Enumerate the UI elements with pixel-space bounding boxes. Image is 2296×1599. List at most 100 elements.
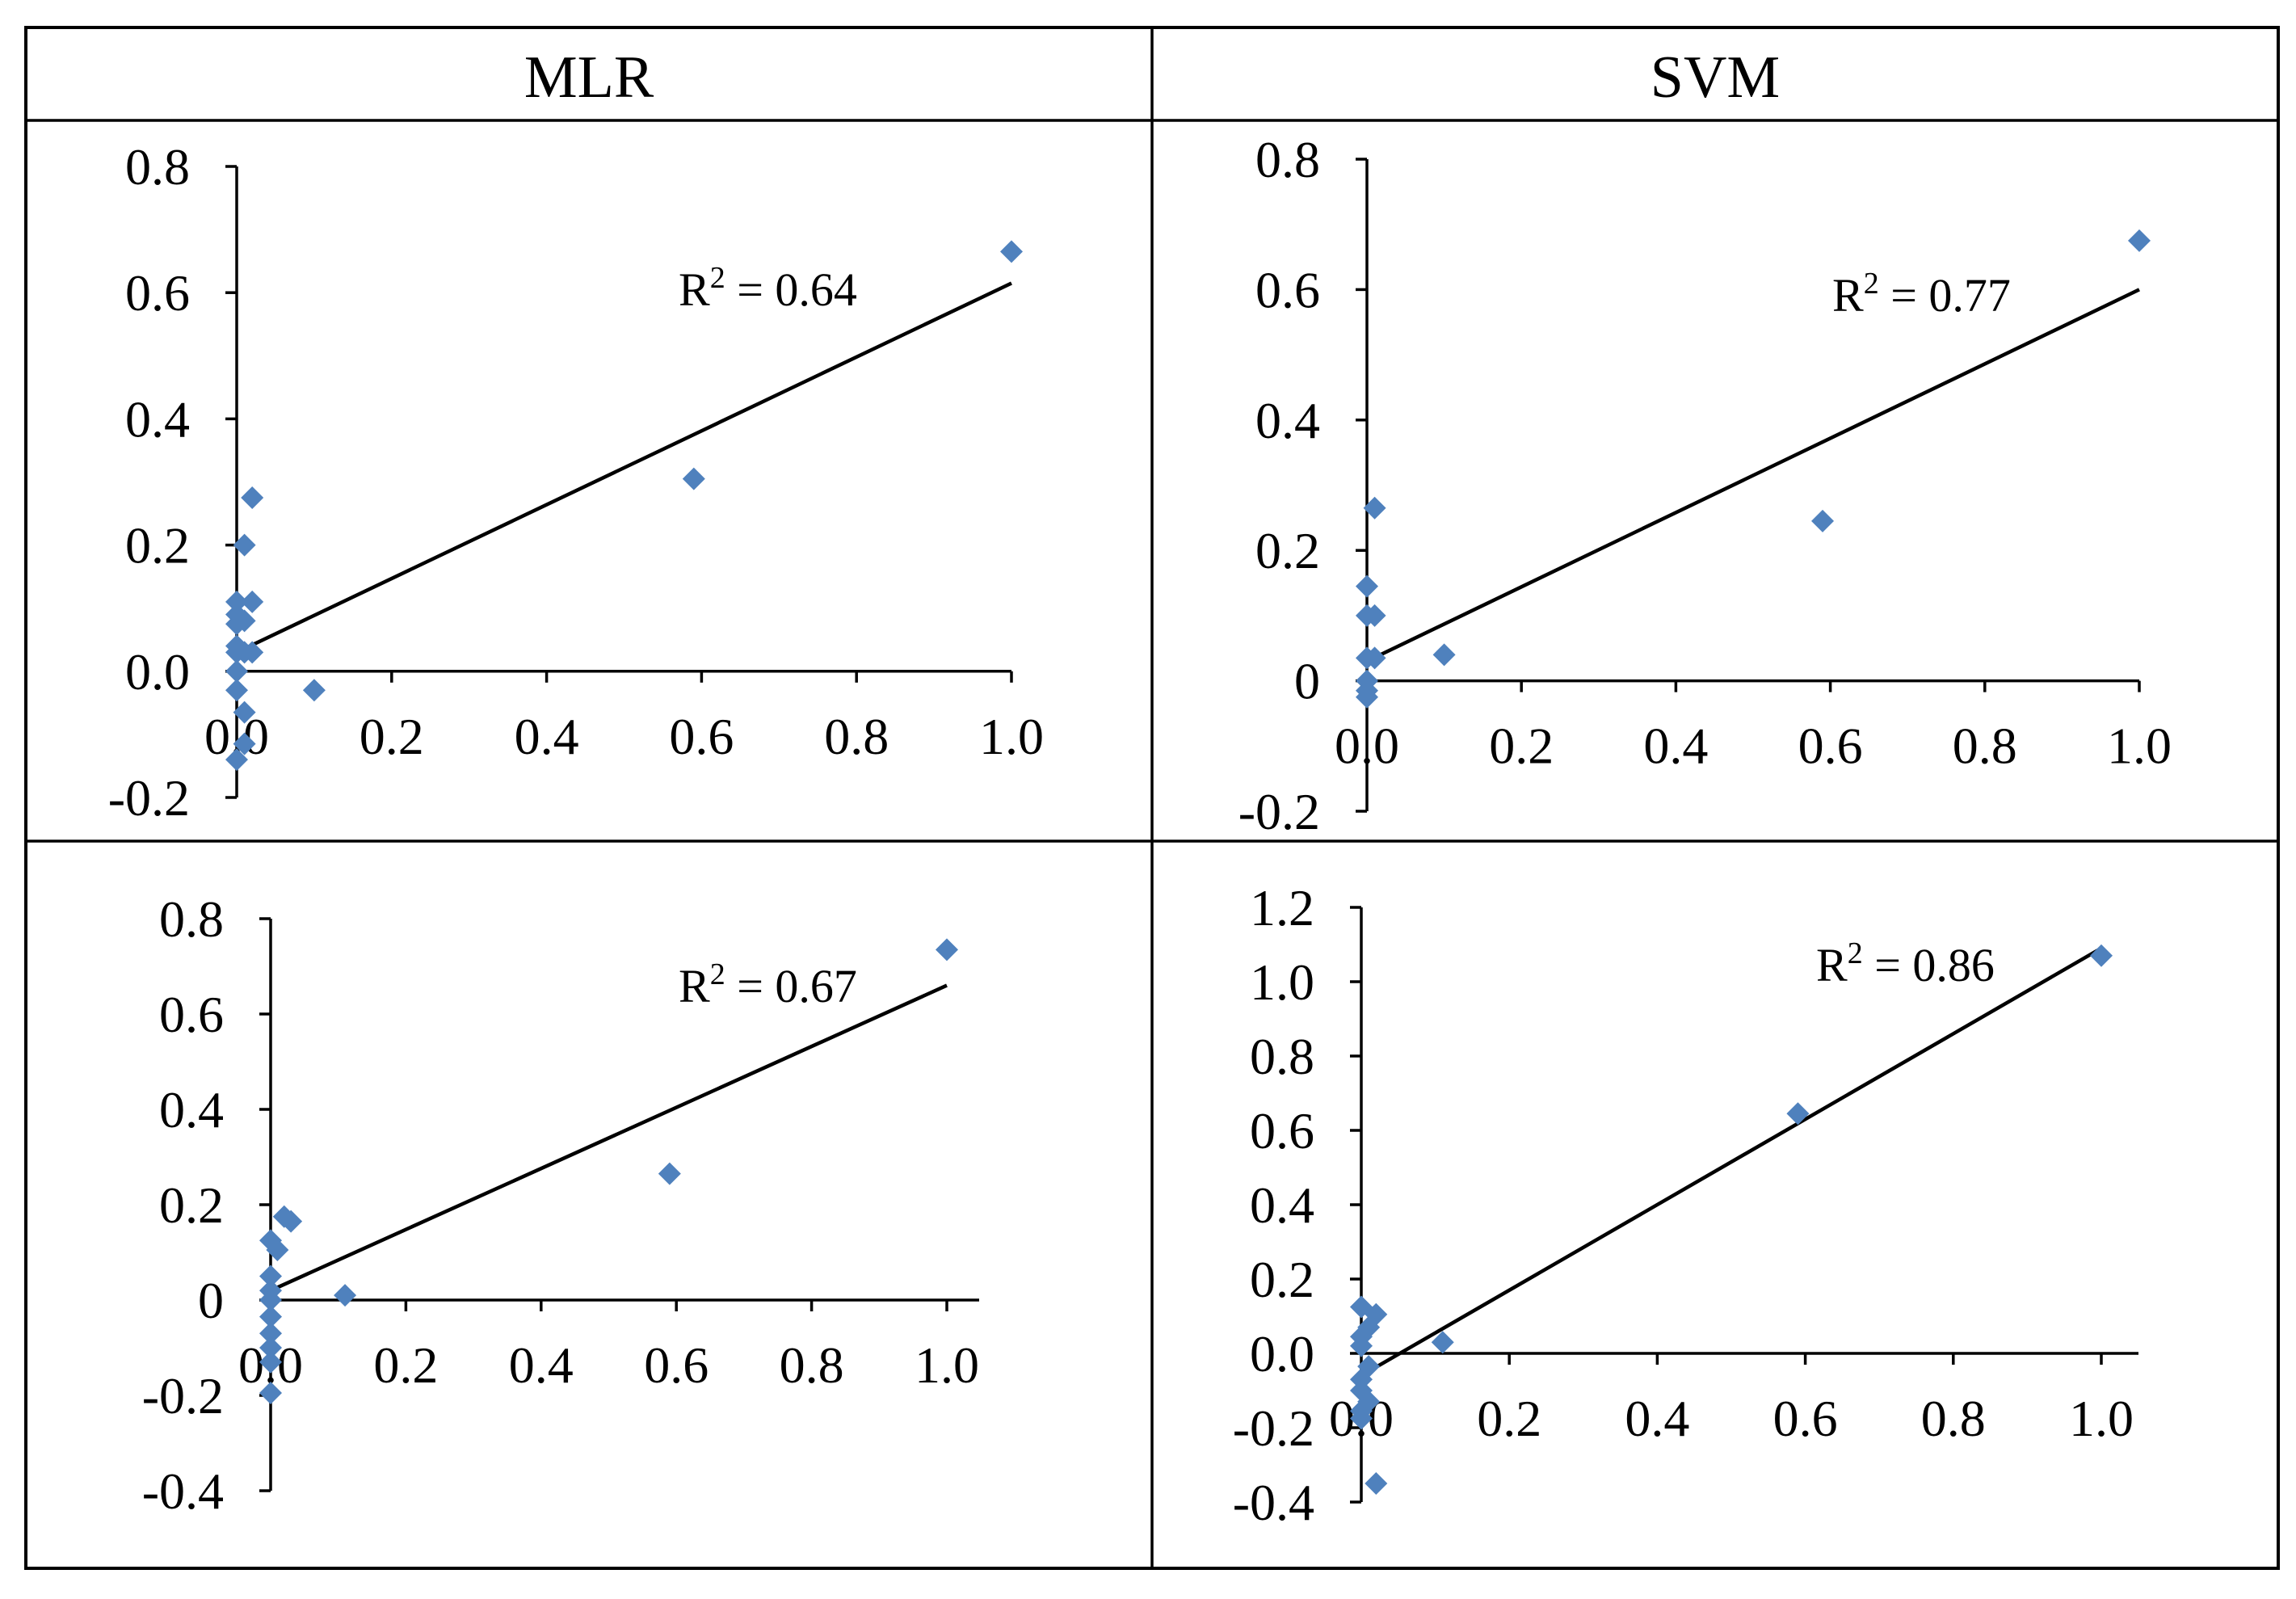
data-point — [1363, 646, 1386, 670]
data-point — [259, 1350, 282, 1374]
data-point — [1356, 685, 1378, 709]
data-point — [259, 1264, 282, 1288]
data-point — [1786, 1102, 1810, 1126]
y-tick-label: 0 — [1294, 653, 1320, 710]
y-tick-label: 1.0 — [1250, 953, 1314, 1011]
data-point — [1365, 1472, 1388, 1495]
data-point — [1431, 1331, 1454, 1354]
data-point — [233, 732, 256, 755]
data-point — [1350, 1334, 1373, 1357]
y-tick-label: -0.2 — [1238, 783, 1320, 840]
x-tick-label: 0.8 — [1953, 717, 2017, 775]
x-tick-label: 0.4 — [515, 708, 579, 765]
y-tick-label: 0.4 — [159, 1081, 224, 1138]
r-squared-label: R2 = 0.64 — [679, 261, 857, 316]
x-tick-label: 0.6 — [669, 708, 734, 765]
x-tick-label: 0.6 — [1798, 717, 1863, 775]
data-point — [241, 590, 264, 613]
data-point — [280, 1210, 303, 1233]
x-tick-label: 0.2 — [1489, 717, 1554, 775]
data-point — [259, 1322, 282, 1345]
trendline — [1366, 288, 2140, 663]
y-tick-label: -0.2 — [1233, 1399, 1314, 1457]
data-point — [936, 938, 958, 962]
data-point — [1000, 240, 1023, 263]
data-point — [225, 659, 248, 683]
y-tick-label: 0 — [198, 1272, 224, 1329]
data-point — [225, 590, 248, 613]
data-point — [241, 486, 264, 510]
y-tick-label: 0.4 — [1255, 392, 1320, 449]
y-tick-label: 0.0 — [125, 643, 190, 701]
y-tick-label: 0.4 — [125, 390, 190, 448]
x-tick-label: 0.8 — [1921, 1390, 1986, 1447]
trendline — [236, 281, 1012, 654]
data-point — [233, 609, 256, 633]
data-point — [259, 1289, 282, 1311]
data-point — [2128, 229, 2151, 252]
r-squared-label: R2 = 0.67 — [679, 957, 857, 1012]
data-point — [241, 641, 264, 664]
chart-svm-bottom: -0.4-0.20.00.20.40.60.81.01.20.00.20.40.… — [1233, 879, 2138, 1531]
x-tick-label: 0.6 — [644, 1336, 709, 1394]
trendline — [270, 983, 948, 1293]
data-point — [1432, 643, 1456, 667]
y-tick-label: 0.2 — [1255, 522, 1320, 579]
data-point — [266, 1239, 289, 1262]
header-mlr: MLR — [524, 44, 654, 111]
y-tick-label: -0.2 — [108, 769, 190, 827]
data-point — [658, 1162, 681, 1185]
data-point — [259, 1336, 282, 1359]
y-tick-label: 0.2 — [159, 1176, 224, 1234]
x-tick-label: 1.0 — [2107, 717, 2172, 775]
x-tick-label: 0.4 — [1625, 1390, 1689, 1447]
data-point — [2090, 944, 2113, 967]
y-tick-label: 0.8 — [125, 138, 190, 196]
x-tick-label: 0.2 — [360, 708, 424, 765]
chart-mlr-bottom: -0.4-0.200.20.40.60.80.00.20.40.60.81.0R… — [142, 890, 979, 1520]
y-tick-label: 0.6 — [1255, 261, 1320, 318]
y-tick-label: -0.4 — [1233, 1474, 1314, 1531]
chart-svm-top: -0.2 0 0.2 0.4 0.6 0.8 0.0 0.2 0.4 0.6 0.8 1.0 R2 = … — [1238, 131, 2172, 840]
data-point — [233, 533, 256, 557]
y-tick-label: -0.4 — [142, 1462, 224, 1520]
x-tick-label: 1.0 — [979, 708, 1044, 765]
y-tick-label: 0.8 — [1250, 1028, 1314, 1085]
y-tick-label: 0.6 — [125, 264, 190, 322]
y-tick-label: 0.8 — [159, 890, 224, 948]
data-point — [1363, 496, 1386, 520]
data-point — [1350, 1295, 1373, 1319]
x-tick-label: 0.4 — [509, 1336, 574, 1394]
x-tick-label: 0.0 — [1335, 717, 1399, 775]
data-point — [1811, 509, 1835, 532]
y-tick-label: 0.2 — [1250, 1251, 1314, 1308]
data-point — [334, 1284, 357, 1307]
x-tick-label: 0.2 — [373, 1336, 438, 1394]
data-point — [233, 701, 256, 724]
y-tick-label: 0.4 — [1250, 1176, 1314, 1234]
data-point — [1350, 1407, 1373, 1430]
y-tick-label: 0.2 — [125, 517, 190, 574]
data-point — [225, 748, 248, 772]
x-tick-label: 0.6 — [1773, 1390, 1838, 1447]
x-tick-label: 0.2 — [1477, 1390, 1541, 1447]
header-svm: SVM — [1651, 44, 1780, 111]
data-point — [259, 1382, 282, 1405]
data-point — [259, 1305, 282, 1328]
trendline — [1360, 946, 2103, 1378]
y-tick-label: 1.2 — [1250, 879, 1314, 936]
data-point — [1356, 574, 1378, 598]
y-tick-label: 0.6 — [159, 986, 224, 1043]
data-point — [225, 679, 248, 702]
y-tick-label: 0.8 — [1255, 131, 1320, 188]
data-point — [302, 679, 326, 702]
chart-mlr-top: -0.20.00.20.40.60.80.0 0.2 0.4 0.6 0.8 1.0R2 … — [108, 138, 1044, 827]
data-point — [1363, 604, 1386, 627]
data-point — [682, 467, 705, 490]
x-tick-label: 0.4 — [1643, 717, 1708, 775]
r-squared-label: R2 = 0.77 — [1832, 267, 2011, 322]
r-squared-label: R2 = 0.86 — [1816, 936, 1995, 991]
x-tick-label: 0.8 — [780, 1336, 844, 1394]
x-tick-label: 0.8 — [824, 708, 889, 765]
